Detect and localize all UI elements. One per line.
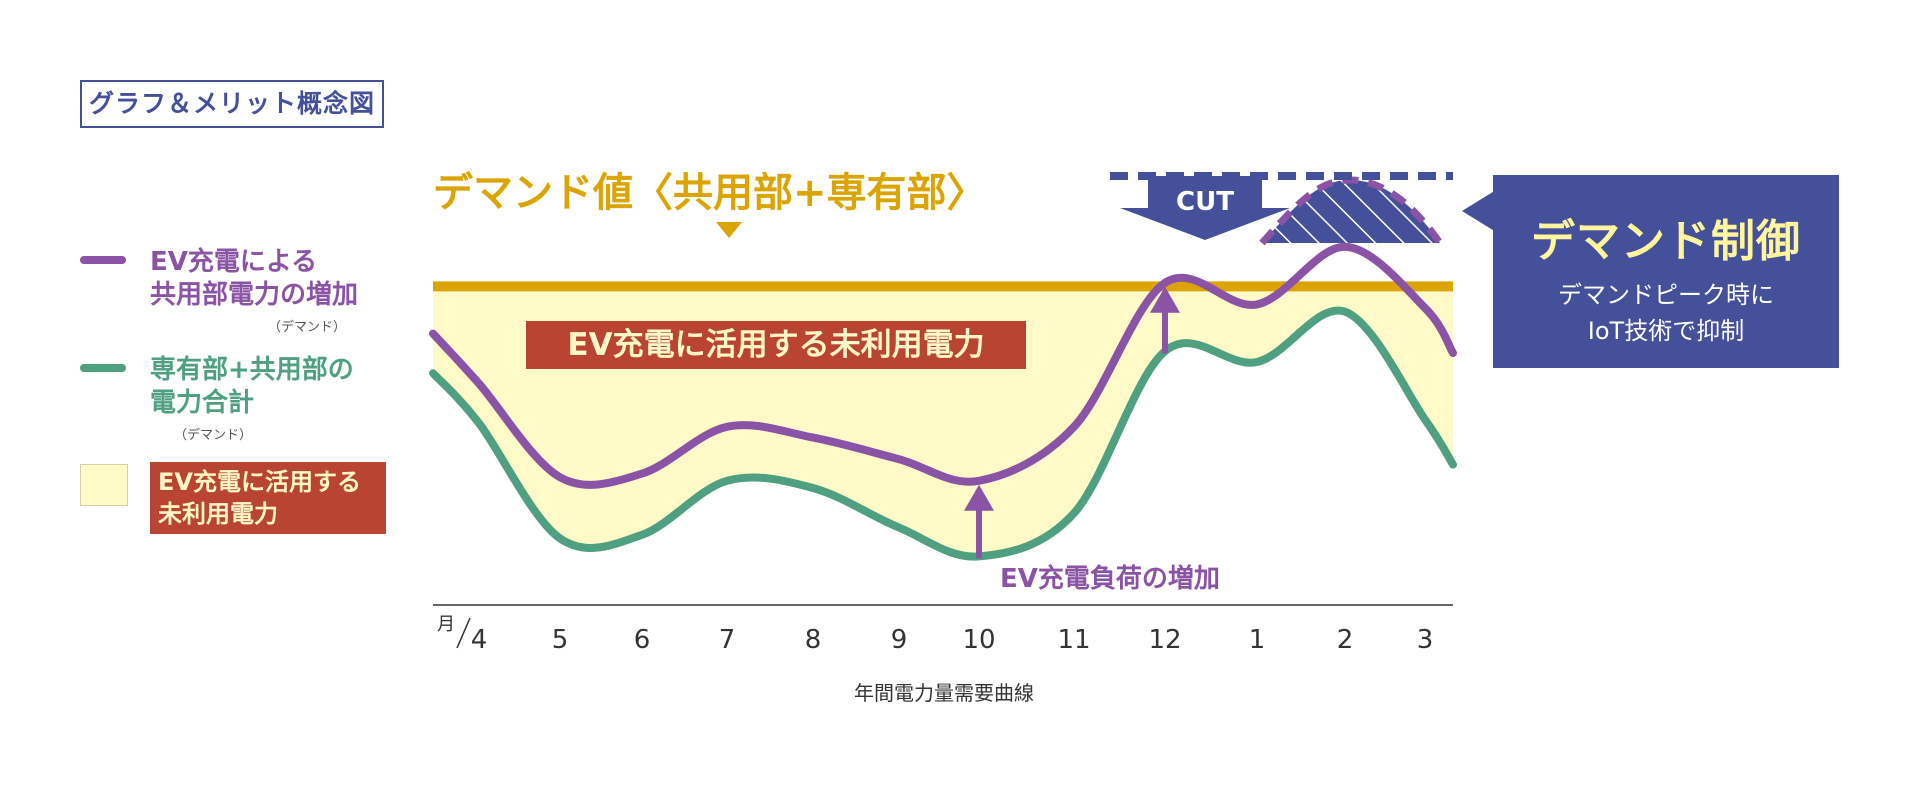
point-ev-5 (559, 476, 561, 478)
legend-purple-line1: EV充電による (150, 247, 318, 277)
legend-unused-line1: EV充電に活用する (158, 468, 361, 496)
point-total-7 (726, 480, 728, 482)
x-tick-label-6: 6 (634, 625, 651, 655)
point-total-4 (478, 422, 480, 424)
x-tick-label-5: 5 (552, 625, 569, 655)
cut-label: CUT (1176, 187, 1234, 217)
legend-unused-line2: 未利用電力 (158, 500, 278, 528)
threshold-marker-triangle (716, 222, 742, 238)
legend-green-sub: （デマンド） (174, 428, 253, 443)
point-ev-4 (478, 383, 480, 385)
point-total-1 (1256, 361, 1258, 363)
x-tick-label-8: 8 (805, 625, 822, 655)
legend-purple-sub: （デマンド） (268, 320, 347, 335)
demand-control-callout: デマンド制御 デマンドピーク時に IoT技術で抑制 (1493, 175, 1839, 368)
load-increase-label: EV充電負荷の増加 (1000, 564, 1220, 594)
point-total-6 (641, 534, 643, 536)
month-unit-label: 月 (437, 614, 455, 635)
legend-purple-line2: 共用部電力の増加 (150, 280, 359, 310)
point-ev-6 (641, 473, 643, 475)
point-ev-8 (812, 437, 814, 439)
series-line-ev-charging (429, 242, 1457, 489)
x-tick-label-12: 12 (1148, 625, 1181, 655)
legend-line-purple (80, 256, 126, 264)
point-total-9 (898, 527, 900, 529)
point-total-8 (812, 487, 814, 489)
callout-line2: IoT技術で抑制 (1587, 317, 1745, 345)
chart-title-box: グラフ＆メリット概念図 (80, 80, 384, 128)
point-ev-3 (1424, 307, 1426, 309)
month-unit-slash (456, 617, 471, 649)
unused-power-label: EV充電に活用する未利用電力 (526, 321, 1026, 369)
point-ev-2 (1344, 246, 1346, 248)
series-line-total-power (429, 306, 1457, 561)
x-tick-label-7: 7 (719, 625, 736, 655)
cut-arrow (1120, 176, 1290, 240)
point-total-11 (1073, 512, 1075, 514)
point-ev-11 (1073, 426, 1075, 428)
callout-line1: デマンドピーク時に (1558, 281, 1774, 309)
callout-subtitle: デマンドピーク時に IoT技術で抑制 (1493, 277, 1839, 349)
increase-arrow-head (1150, 286, 1180, 313)
chart-title-box-text: グラフ＆メリット概念図 (88, 89, 375, 118)
point-ev-12 (1164, 282, 1166, 284)
legend-item-green: 専有部+共用部の 電力合計 (150, 354, 354, 420)
callout-pointer (1462, 190, 1496, 232)
x-tick-label-10: 10 (962, 625, 995, 655)
x-axis-title: 年間電力量需要曲線 (854, 681, 1034, 705)
legend-item-purple: EV充電による 共用部電力の増加 (150, 246, 358, 312)
x-tick-label-3: 3 (1417, 625, 1434, 655)
chart-title: デマンド値〈共用部+専有部〉 (433, 170, 987, 216)
x-tick-label-9: 9 (891, 625, 908, 655)
legend-swatch-unused-power (80, 464, 128, 506)
point-total-5 (559, 537, 561, 539)
x-tick-label-11: 11 (1057, 625, 1090, 655)
x-tick-label-1: 1 (1249, 625, 1266, 655)
callout-title: デマンド制御 (1531, 216, 1801, 267)
point-ev-10 (978, 480, 980, 482)
legend-line-green (80, 364, 126, 372)
legend-green-line1: 専有部+共用部の (150, 355, 354, 385)
point-ev-9 (898, 458, 900, 460)
x-tick-label-2: 2 (1337, 625, 1354, 655)
point-ev-1 (1256, 303, 1258, 305)
x-tick-label-4: 4 (471, 625, 488, 655)
point-total-2 (1344, 311, 1346, 313)
increase-arrow-head (964, 484, 994, 511)
point-ev-7 (726, 426, 728, 428)
legend-unused-power-label: EV充電に活用する 未利用電力 (150, 462, 386, 534)
point-total-3 (1424, 419, 1426, 421)
legend-green-line2: 電力合計 (150, 388, 255, 418)
